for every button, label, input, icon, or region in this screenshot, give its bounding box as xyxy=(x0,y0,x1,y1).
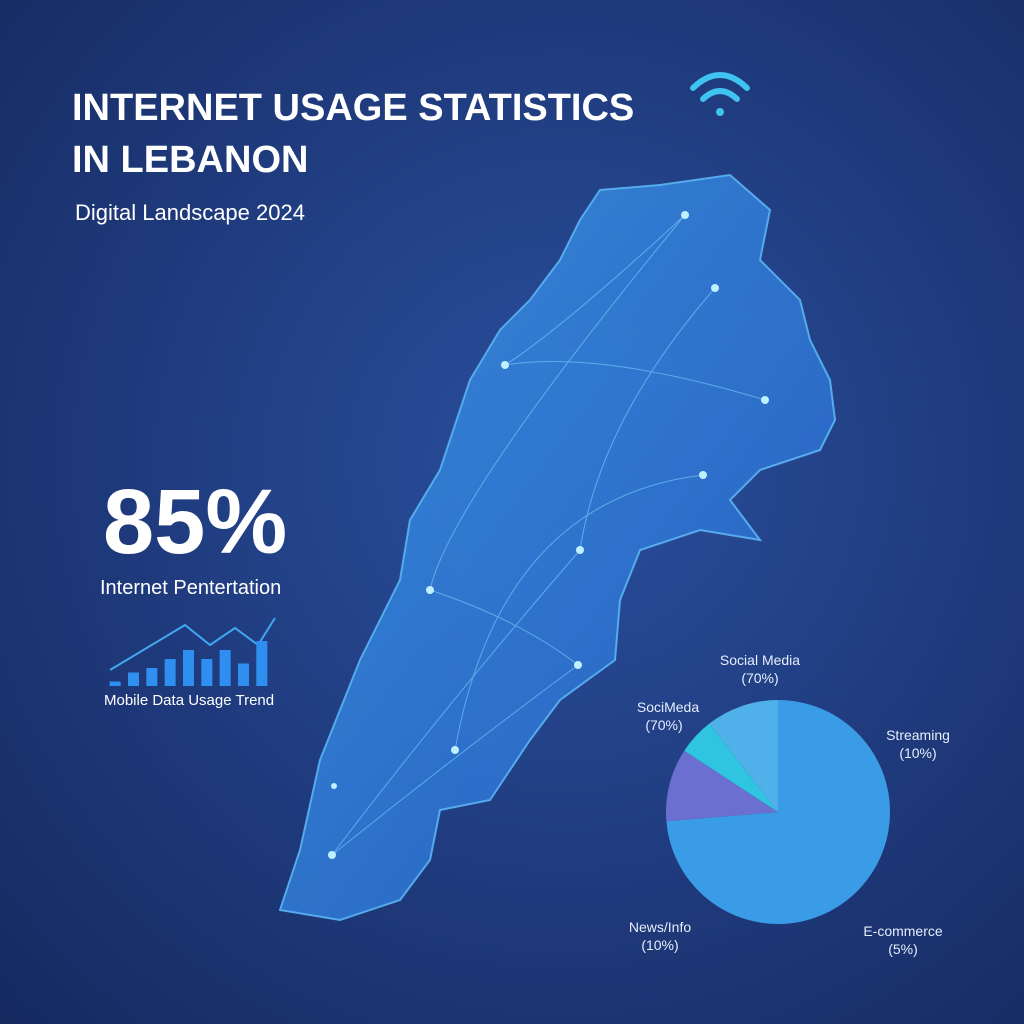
slice-label: News/Info xyxy=(629,919,691,935)
pie-slice xyxy=(666,700,891,924)
bar xyxy=(256,641,268,686)
slice-label: Social Media xyxy=(720,652,800,668)
title: IN LEBANON xyxy=(72,139,308,181)
slice-value-label: (10%) xyxy=(899,745,936,761)
bar xyxy=(109,681,121,686)
slice-value-label: (10%) xyxy=(641,937,678,953)
bar xyxy=(128,672,139,686)
bar xyxy=(201,659,213,686)
bar xyxy=(183,650,194,686)
pie-chart: Social Media (70%) Streaming (10%) E-commerc… xyxy=(629,652,950,957)
title: INTERNET USAGE STATISTICS xyxy=(72,87,634,129)
stat-label: Internet Pentertation xyxy=(100,577,281,599)
mini-bar-chart xyxy=(109,641,268,686)
pie-slice xyxy=(709,700,778,812)
pie-slice xyxy=(684,723,778,812)
slice-value-label: (5%) xyxy=(888,941,918,957)
slice-label: Streaming xyxy=(886,727,950,743)
map-network xyxy=(331,214,766,856)
map-lebanon xyxy=(278,173,837,922)
annotation: SociMeda xyxy=(637,699,699,715)
bar xyxy=(238,663,249,686)
map-nodes xyxy=(328,211,769,859)
bar xyxy=(219,650,231,686)
annotation: (70%) xyxy=(645,717,682,733)
slice-label: E-commerce xyxy=(863,923,943,939)
wifi-icon xyxy=(690,72,750,116)
bar xyxy=(164,659,176,686)
trend-arrow xyxy=(109,617,276,671)
stat-value: 85% xyxy=(103,471,287,573)
subtitle: Digital Landscape 2024 xyxy=(75,200,305,225)
slice-value-label: (70%) xyxy=(741,670,778,686)
bar xyxy=(146,668,158,686)
pie-slice xyxy=(666,750,778,822)
mini-chart-title: Mobile Data Usage Trend xyxy=(104,692,274,709)
